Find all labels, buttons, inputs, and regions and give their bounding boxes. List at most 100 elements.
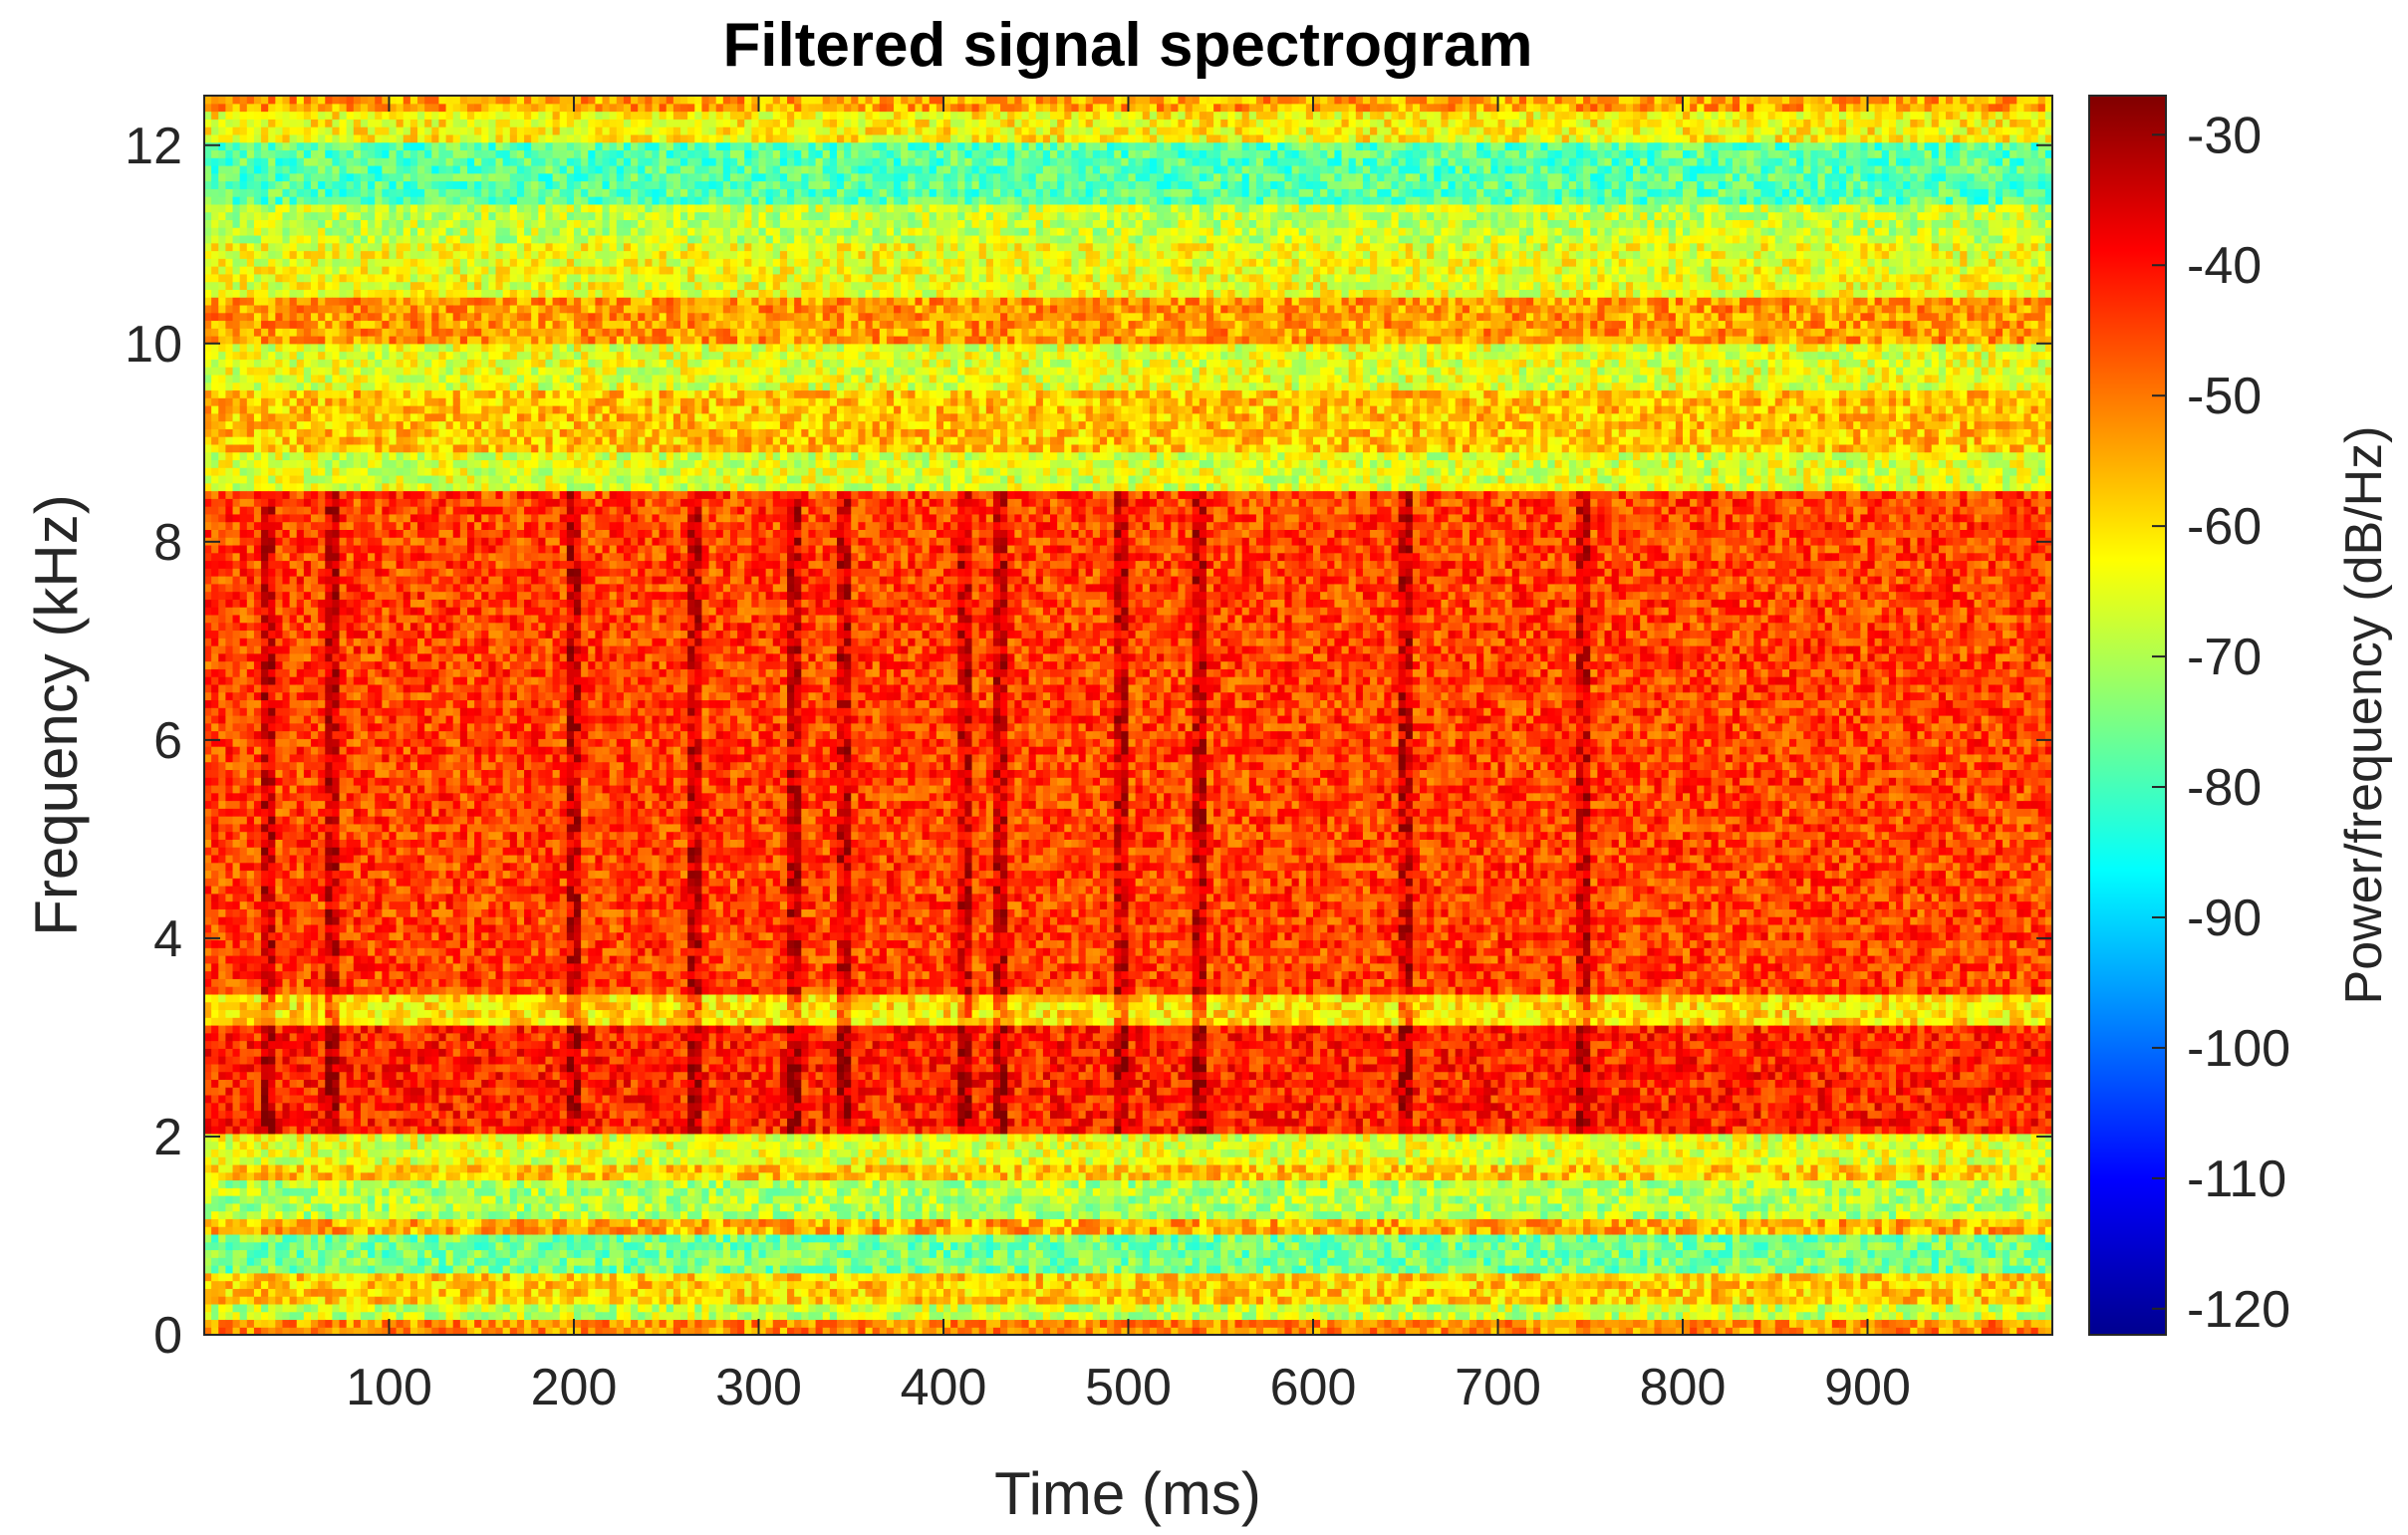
heatmap-cell: [340, 661, 348, 669]
heatmap-cell: [225, 1218, 233, 1226]
heatmap-cell: [268, 1009, 276, 1017]
heatmap-cell: [354, 1234, 362, 1242]
heatmap-cell: [211, 832, 219, 840]
heatmap-cell: [240, 196, 248, 204]
heatmap-cell: [275, 676, 283, 684]
heatmap-cell: [233, 871, 241, 879]
heatmap-cell: [354, 1273, 362, 1281]
heatmap-cell: [218, 436, 226, 444]
heatmap-cell: [347, 165, 355, 173]
heatmap-cell: [218, 1257, 226, 1265]
heatmap-cell: [382, 599, 390, 607]
heatmap-cell: [204, 413, 212, 421]
heatmap-cell: [340, 676, 348, 684]
heatmap-cell: [261, 1242, 269, 1250]
heatmap-cell: [361, 723, 369, 731]
heatmap-cell: [340, 1296, 348, 1304]
heatmap-cell: [297, 227, 305, 235]
heatmap-cell: [311, 731, 319, 739]
heatmap-cell: [347, 1033, 355, 1041]
heatmap-cell: [304, 1079, 312, 1087]
heatmap-cell: [211, 676, 219, 684]
heatmap-cell: [361, 305, 369, 313]
heatmap-cell: [311, 157, 319, 165]
heatmap-cell: [390, 1273, 398, 1281]
heatmap-cell: [275, 1187, 283, 1195]
heatmap-cell: [225, 227, 233, 235]
heatmap-cell: [290, 553, 298, 561]
heatmap-cell: [282, 1211, 290, 1219]
heatmap-cell: [304, 545, 312, 553]
heatmap-cell: [240, 901, 248, 909]
heatmap-cell: [290, 375, 298, 383]
heatmap-cell: [268, 801, 276, 809]
heatmap-cell: [311, 352, 319, 360]
heatmap-cell: [382, 661, 390, 669]
heatmap-cell: [340, 112, 348, 120]
heatmap-cell: [297, 715, 305, 723]
heatmap-cell: [325, 313, 333, 321]
heatmap-cell: [311, 553, 319, 561]
heatmap-cell: [318, 1265, 326, 1273]
heatmap-cell: [382, 808, 390, 816]
heatmap-cell: [297, 491, 305, 499]
heatmap-cell: [368, 235, 376, 243]
heatmap-cell: [254, 1142, 262, 1150]
heatmap-cell: [290, 1288, 298, 1296]
heatmap-cell: [233, 553, 241, 561]
heatmap-cell: [354, 282, 362, 290]
heatmap-cell: [268, 855, 276, 863]
heatmap-cell: [218, 947, 226, 955]
heatmap-cell: [254, 467, 262, 475]
heatmap-cell: [254, 901, 262, 909]
heatmap-cell: [347, 1296, 355, 1304]
heatmap-cell: [268, 514, 276, 522]
heatmap-cell: [247, 1025, 255, 1033]
heatmap-cell: [297, 1056, 305, 1064]
heatmap-cell: [225, 908, 233, 916]
heatmap-cell: [318, 173, 326, 181]
heatmap-cell: [311, 1211, 319, 1219]
heatmap-cell: [390, 1079, 398, 1087]
heatmap-cell: [332, 405, 340, 413]
heatmap-cell: [361, 459, 369, 467]
heatmap-cell: [290, 630, 298, 638]
heatmap-cell: [304, 1118, 312, 1126]
heatmap-cell: [390, 1172, 398, 1180]
heatmap-cell: [268, 645, 276, 653]
heatmap-cell: [247, 886, 255, 894]
heatmap-cell: [297, 1164, 305, 1172]
heatmap-cell: [254, 855, 262, 863]
heatmap-cell: [225, 173, 233, 181]
heatmap-cell: [361, 599, 369, 607]
heatmap-cell: [311, 165, 319, 173]
heatmap-cell: [204, 1273, 212, 1281]
heatmap-cell: [311, 1095, 319, 1103]
heatmap-cell: [282, 978, 290, 986]
heatmap-cell: [368, 1118, 376, 1126]
heatmap-cell: [275, 514, 283, 522]
heatmap-cell: [240, 352, 248, 360]
heatmap-cell: [240, 506, 248, 514]
heatmap-cell: [297, 251, 305, 259]
heatmap-cell: [304, 1009, 312, 1017]
heatmap-cell: [354, 592, 362, 600]
heatmap-cell: [354, 514, 362, 522]
heatmap-cell: [225, 104, 233, 112]
heatmap-cell: [325, 104, 333, 112]
heatmap-cell: [297, 142, 305, 150]
heatmap-cell: [261, 1203, 269, 1211]
heatmap-cell: [211, 816, 219, 824]
heatmap-cell: [290, 916, 298, 924]
heatmap-cell: [297, 886, 305, 894]
heatmap-cell: [268, 375, 276, 383]
heatmap-cell: [304, 212, 312, 220]
heatmap-cell: [225, 289, 233, 297]
heatmap-cell: [325, 661, 333, 669]
heatmap-cell: [325, 1304, 333, 1312]
heatmap-cell: [204, 266, 212, 274]
heatmap-cell: [311, 630, 319, 638]
heatmap-cell: [218, 1211, 226, 1219]
heatmap-cell: [204, 769, 212, 777]
heatmap-cell: [340, 1288, 348, 1296]
